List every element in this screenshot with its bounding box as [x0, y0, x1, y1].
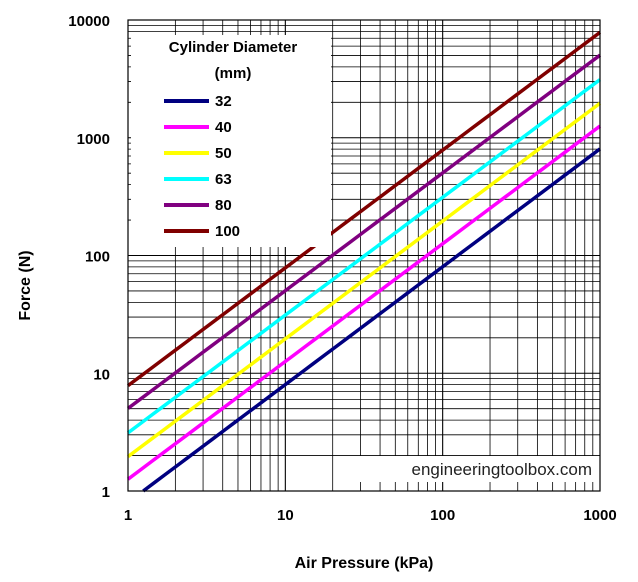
legend-label-100: 100 — [215, 223, 240, 240]
legend-label-63: 63 — [215, 171, 232, 188]
watermark: engineeringtoolbox.com — [360, 456, 596, 482]
watermark-background — [360, 456, 596, 482]
legend-title-unit: (mm) — [215, 65, 252, 82]
y-tick-label: 10000 — [68, 13, 110, 30]
y-tick-label: 10 — [93, 366, 110, 383]
y-tick-label: 1 — [102, 484, 110, 501]
legend-label-80: 80 — [215, 197, 232, 214]
series-line-32 — [142, 147, 602, 493]
y-tick-label: 1000 — [77, 131, 110, 148]
plot-frame — [127, 19, 601, 492]
series-line-80 — [126, 53, 602, 410]
x-axis-title: Air Pressure (kPa) — [295, 555, 434, 572]
legend-label-50: 50 — [215, 145, 232, 162]
series-line-50 — [126, 101, 602, 458]
x-tick-label: 1000 — [583, 507, 616, 524]
tick-labels: 1 10 100 1000 1 10 100 1000 10000 — [68, 13, 616, 524]
legend-items: 32 40 50 63 80 100 — [164, 93, 240, 240]
series-line-63 — [126, 78, 602, 435]
y-tick-label: 100 — [85, 249, 110, 266]
series-line-100 — [126, 30, 602, 388]
legend-label-40: 40 — [215, 119, 232, 136]
legend-background — [131, 35, 331, 247]
legend: Cylinder Diameter (mm) 32 40 50 63 80 100 — [131, 35, 331, 247]
x-tick-label: 1 — [124, 507, 132, 524]
series-layer — [126, 30, 602, 493]
x-tick-label: 10 — [277, 507, 294, 524]
legend-label-32: 32 — [215, 93, 232, 110]
watermark-text: engineeringtoolbox.com — [411, 460, 592, 479]
x-tick-label: 100 — [430, 507, 455, 524]
y-axis-title: Force (N) — [17, 250, 34, 320]
series-line-40 — [126, 124, 602, 481]
legend-title: Cylinder Diameter — [169, 39, 298, 56]
